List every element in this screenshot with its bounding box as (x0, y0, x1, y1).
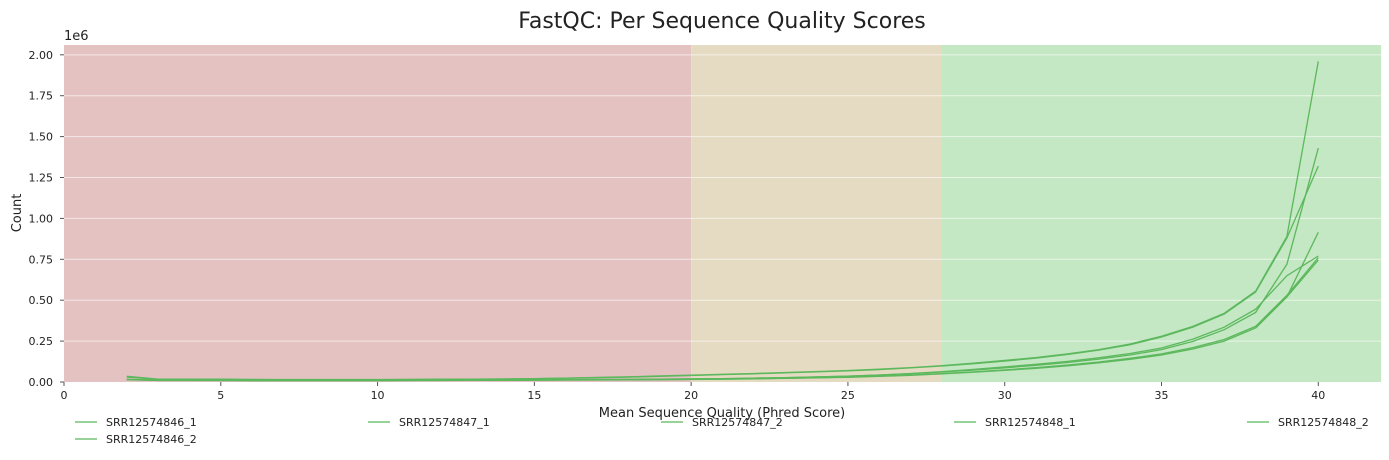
legend-item: SRR12574846_2 (75, 433, 197, 446)
y-tick-label: 0.50 (29, 294, 54, 307)
legend-item: SRR12574846_1 (75, 416, 197, 429)
y-offset-label: 1e6 (64, 29, 89, 44)
legend-label: SRR12574848_2 (1278, 416, 1369, 429)
x-axis-ticks: 0 5 10 15 20 25 30 35 40 (61, 382, 1325, 402)
x-tick-label: 25 (841, 389, 855, 402)
y-tick-label: 1.50 (29, 131, 54, 144)
y-tick-label: 0.75 (29, 253, 54, 266)
x-tick-label: 0 (61, 389, 68, 402)
legend-label: SRR12574848_1 (985, 416, 1076, 429)
series-lines (126, 61, 1319, 382)
legend-item: SRR12574848_1 (954, 416, 1076, 429)
series-line-SRR12574846_2-tail (1255, 232, 1319, 329)
y-tick-label: 0.00 (29, 376, 54, 389)
y-tick-label: 2.00 (29, 49, 54, 62)
legend: SRR12574846_1 SRR12574847_1 SRR12574847_2 S… (75, 416, 1369, 446)
chart-title: FastQC: Per Sequence Quality Scores (518, 9, 926, 34)
legend-label: SRR12574847_2 (692, 416, 783, 429)
x-tick-label: 30 (998, 389, 1012, 402)
y-tick-label: 1.25 (29, 172, 54, 185)
x-tick-label: 10 (371, 389, 385, 402)
x-tick-label: 35 (1155, 389, 1169, 402)
series-line-SRR12574846_2 (126, 165, 1319, 381)
x-tick-label: 20 (684, 389, 698, 402)
legend-item: SRR12574848_2 (1247, 416, 1369, 429)
gridlines (64, 54, 1381, 342)
legend-label: SRR12574847_1 (399, 416, 490, 429)
x-tick-label: 15 (527, 389, 541, 402)
legend-item: SRR12574847_2 (661, 416, 783, 429)
y-tick-label: 0.25 (29, 335, 54, 348)
legend-label: SRR12574846_1 (106, 416, 197, 429)
x-tick-label: 5 (217, 389, 224, 402)
legend-item: SRR12574847_1 (368, 416, 490, 429)
legend-label: SRR12574846_2 (106, 433, 197, 446)
series-line-SRR12574848_2 (126, 147, 1319, 382)
x-axis-label: Mean Sequence Quality (Phred Score) (599, 406, 845, 421)
quality-band-1 (691, 45, 942, 382)
quality-band-0 (64, 45, 692, 382)
x-tick-label: 40 (1311, 389, 1325, 402)
y-axis-ticks: 0.00 0.25 0.50 0.75 1.00 1.25 1.50 1.75 2.00 (29, 49, 64, 389)
y-axis-label: Count (10, 194, 25, 233)
quality-band-2 (942, 45, 1381, 382)
y-tick-label: 1.75 (29, 90, 54, 103)
quality-bands (64, 45, 1381, 382)
y-tick-label: 1.00 (29, 212, 54, 225)
